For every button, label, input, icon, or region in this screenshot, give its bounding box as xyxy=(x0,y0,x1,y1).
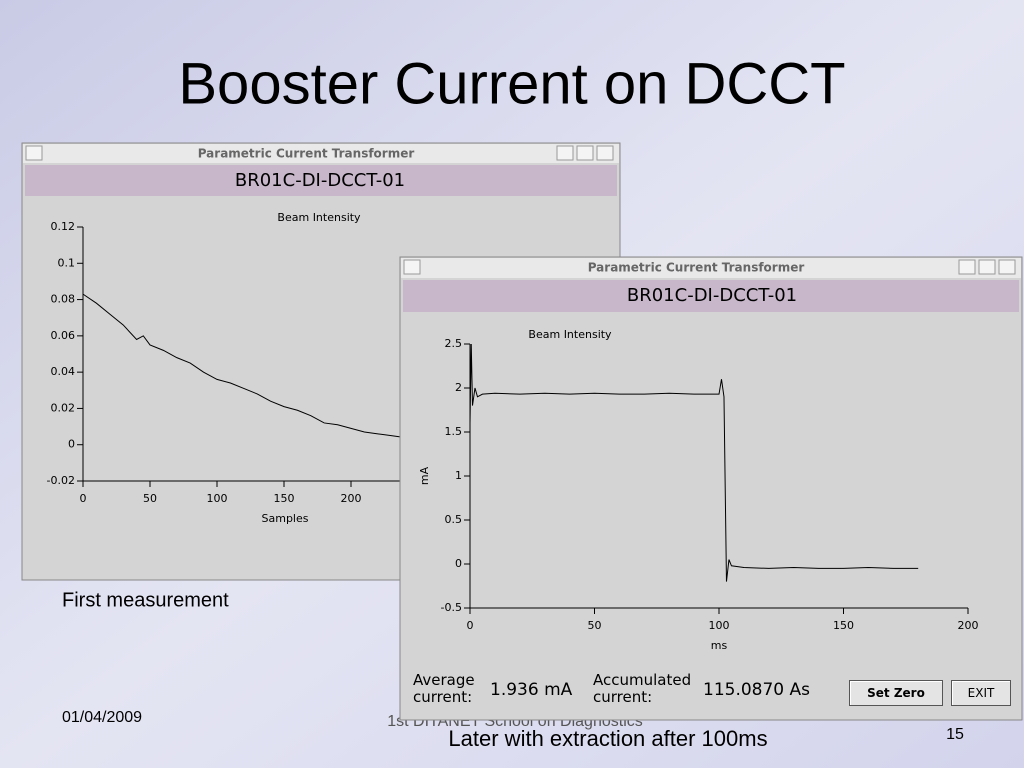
readout-value: 115.0870 As xyxy=(703,680,811,700)
title-bar xyxy=(401,258,1021,278)
device-header xyxy=(25,165,617,196)
y-tick-label: 0.12 xyxy=(51,220,76,233)
slide-title: Booster Current on DCCT xyxy=(178,51,845,116)
title-bar xyxy=(23,144,619,163)
close-button[interactable] xyxy=(596,145,614,161)
y-tick-label: -0.02 xyxy=(47,474,75,487)
readout-label: Average current: xyxy=(413,671,475,706)
window-frame xyxy=(399,256,1023,721)
y-tick-label: 2.5 xyxy=(445,337,463,350)
device-name: BR01C-DI-DCCT-01 xyxy=(235,170,405,191)
x-tick-label: 50 xyxy=(588,619,602,632)
menu-button[interactable] xyxy=(25,145,43,161)
chart-title: Beam Intensity xyxy=(277,211,361,224)
x-tick-label: 200 xyxy=(958,619,979,632)
caption: Later with extraction after 100ms xyxy=(448,726,767,751)
set-zero-button[interactable]: Set Zero xyxy=(849,680,943,706)
window: Parametric Current Transformer BR01C-DI-… xyxy=(399,256,1023,721)
y-axis-label: mA xyxy=(418,466,431,485)
y-tick-label: 0.1 xyxy=(58,256,76,269)
x-tick-label: 200 xyxy=(341,492,362,505)
x-tick-label: 100 xyxy=(709,619,730,632)
plot: -0.5 0 0.5 1 1.5 2 2.5 0 50 100 150 200 Beam Intensi… xyxy=(418,328,979,652)
y-tick-label: 2 xyxy=(455,381,462,394)
y-tick-label: 0 xyxy=(68,438,75,451)
minimize-button[interactable] xyxy=(556,145,574,161)
chart-title: Beam Intensity xyxy=(528,328,612,341)
y-tick-label: 0.06 xyxy=(51,329,76,342)
x-axis-label: Samples xyxy=(262,512,309,525)
x-tick-label: 0 xyxy=(80,492,87,505)
y-tick-label: 1.5 xyxy=(445,425,463,438)
y-tick-label: 0.5 xyxy=(445,513,463,526)
x-axis-label: ms xyxy=(711,639,728,652)
menu-button[interactable] xyxy=(403,259,421,275)
y-tick-label: 0.04 xyxy=(51,365,76,378)
window-title: Parametric Current Transformer xyxy=(198,147,415,161)
readout-value: 1.936 mA xyxy=(490,680,573,700)
x-tick-label: 100 xyxy=(207,492,228,505)
y-tick-label: 0.08 xyxy=(51,293,76,306)
x-tick-label: 150 xyxy=(833,619,854,632)
x-tick-label: 0 xyxy=(467,619,474,632)
minimize-button[interactable] xyxy=(958,259,976,275)
device-name: BR01C-DI-DCCT-01 xyxy=(627,285,797,306)
x-tick-label: 50 xyxy=(143,492,157,505)
data-line xyxy=(82,293,405,438)
window-title: Parametric Current Transformer xyxy=(588,261,805,275)
page-number: 15 xyxy=(946,726,964,743)
x-tick-label: 150 xyxy=(274,492,295,505)
y-tick-label: 0 xyxy=(455,557,462,570)
y-tick-label: 1 xyxy=(455,469,462,482)
y-tick-label: -0.5 xyxy=(441,601,462,614)
footer-date: 01/04/2009 xyxy=(62,709,142,726)
maximize-button[interactable] xyxy=(576,145,594,161)
exit-button[interactable]: EXIT xyxy=(951,680,1011,706)
data-line xyxy=(469,343,919,582)
caption: First measurement xyxy=(62,589,229,611)
device-header xyxy=(403,280,1019,312)
maximize-button[interactable] xyxy=(978,259,996,275)
readout-label: Accumulated current: xyxy=(593,671,692,706)
y-tick-label: 0.02 xyxy=(51,401,76,414)
close-button[interactable] xyxy=(998,259,1016,275)
